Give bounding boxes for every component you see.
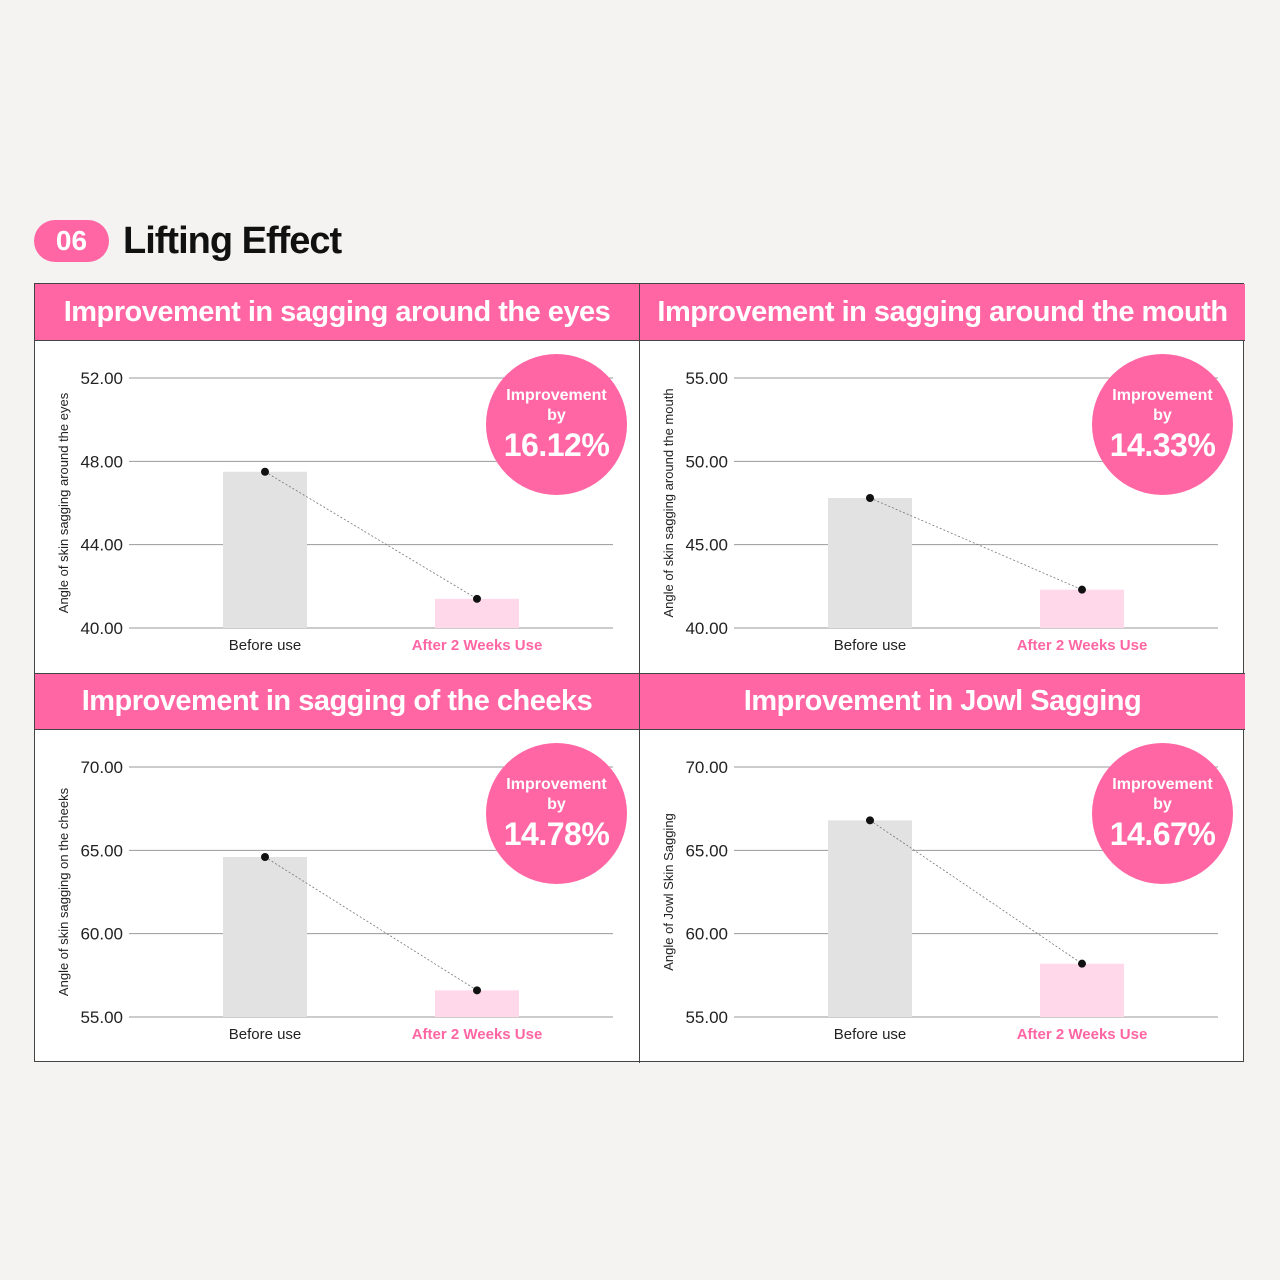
improvement-by-label: by (1153, 406, 1172, 424)
bar-chart: 55.00 60.00 65.00 70.00 Angle of Jowl Skin S… (661, 758, 1218, 1043)
y-tick-label: 60.00 (685, 925, 728, 944)
x-category-label: After 2 Weeks Use (1017, 1026, 1148, 1043)
y-tick-label: 55.00 (80, 1008, 123, 1027)
bar-after (435, 598, 519, 628)
improvement-label: Improvement (1112, 775, 1213, 793)
improvement-label: Improvement (1112, 386, 1213, 404)
improvement-label: Improvement (506, 386, 607, 404)
y-tick-label: 55.00 (685, 369, 728, 388)
charts-grid: Improvement in sagging around the eyes 4… (34, 283, 1245, 1063)
chart-panel-mouth: Improvement in sagging around the mouth … (640, 284, 1245, 673)
x-category-label: Before use (229, 1026, 302, 1043)
panel-title: Improvement in Jowl Sagging (640, 673, 1245, 730)
improvement-by-label: by (547, 406, 566, 424)
y-axis-label: Angle of Jowl Skin Sagging (661, 813, 676, 971)
data-point-before (866, 816, 874, 825)
y-axis-label: Angle of skin sagging around the mouth (661, 388, 676, 617)
chart-panel-jowl: Improvement in Jowl Sagging 55.00 60.00 65… (640, 673, 1245, 1063)
panel-title: Improvement in sagging around the eyes (35, 284, 639, 341)
data-point-before (261, 467, 269, 476)
improvement-by-label: by (547, 795, 566, 813)
panel-title: Improvement in sagging of the cheeks (35, 673, 639, 730)
x-category-label: Before use (834, 1026, 907, 1043)
section-title: Lifting Effect (123, 219, 342, 262)
improvement-badge: Improvement by 14.67% (1092, 743, 1233, 884)
y-tick-label: 65.00 (685, 841, 728, 860)
x-category-label: After 2 Weeks Use (412, 1026, 543, 1043)
y-tick-label: 44.00 (80, 536, 123, 555)
y-tick-label: 70.00 (80, 758, 123, 777)
trend-line (869, 497, 1083, 591)
y-tick-label: 55.00 (685, 1008, 728, 1027)
bar-after (435, 990, 519, 1017)
improvement-by-label: by (1153, 795, 1172, 813)
x-category-label: Before use (834, 637, 907, 654)
y-tick-label: 48.00 (80, 452, 123, 471)
improvement-badge: Improvement by 14.78% (486, 743, 627, 884)
bar-before (828, 498, 912, 628)
section-header: 06 Lifting Effect (34, 219, 342, 262)
improvement-label: Improvement (506, 775, 607, 793)
data-point-after (1078, 959, 1086, 968)
y-axis-label: Angle of skin sagging on the cheeks (56, 787, 71, 996)
data-point-after (1078, 585, 1086, 594)
x-category-label: After 2 Weeks Use (1017, 637, 1148, 654)
improvement-percent: 14.33% (1109, 426, 1216, 463)
y-axis-label: Angle of skin sagging around the eyes (56, 392, 71, 613)
data-point-after (473, 594, 481, 603)
data-point-before (866, 494, 874, 502)
y-tick-label: 70.00 (685, 758, 728, 777)
y-tick-label: 40.00 (685, 619, 728, 638)
improvement-percent: 16.12% (503, 426, 610, 463)
chart-panel-cheeks: Improvement in sagging of the cheeks 55.… (35, 673, 640, 1063)
improvement-badge: Improvement by 14.33% (1092, 354, 1233, 495)
trend-line (264, 471, 478, 600)
y-tick-label: 65.00 (80, 841, 123, 860)
bar-chart: 40.00 44.00 48.00 52.00 Angle of skin saggin… (56, 369, 613, 654)
improvement-percent: 14.67% (1109, 815, 1216, 852)
bar-after (1040, 589, 1124, 628)
data-point-after (473, 986, 481, 995)
trend-line (264, 856, 478, 991)
section-number-badge: 06 (34, 220, 109, 262)
improvement-percent: 14.78% (503, 815, 610, 852)
y-tick-label: 45.00 (685, 536, 728, 555)
y-tick-label: 60.00 (80, 925, 123, 944)
data-point-before (261, 853, 269, 861)
trend-line (869, 820, 1083, 964)
panel-title: Improvement in sagging around the mouth (640, 284, 1245, 341)
bar-chart: 55.00 60.00 65.00 70.00 Angle of skin saggin… (56, 758, 613, 1043)
x-category-label: After 2 Weeks Use (412, 637, 543, 654)
x-category-label: Before use (229, 637, 302, 654)
bar-after (1040, 963, 1124, 1017)
bar-before (828, 820, 912, 1017)
bar-before (223, 471, 307, 628)
chart-panel-eyes: Improvement in sagging around the eyes 4… (35, 284, 640, 673)
bar-chart: 40.00 45.00 50.00 55.00 Angle of skin saggin… (661, 369, 1218, 654)
improvement-badge: Improvement by 16.12% (486, 354, 627, 495)
y-tick-label: 52.00 (80, 369, 123, 388)
y-tick-label: 50.00 (685, 452, 728, 471)
bar-before (223, 857, 307, 1017)
y-tick-label: 40.00 (80, 619, 123, 638)
